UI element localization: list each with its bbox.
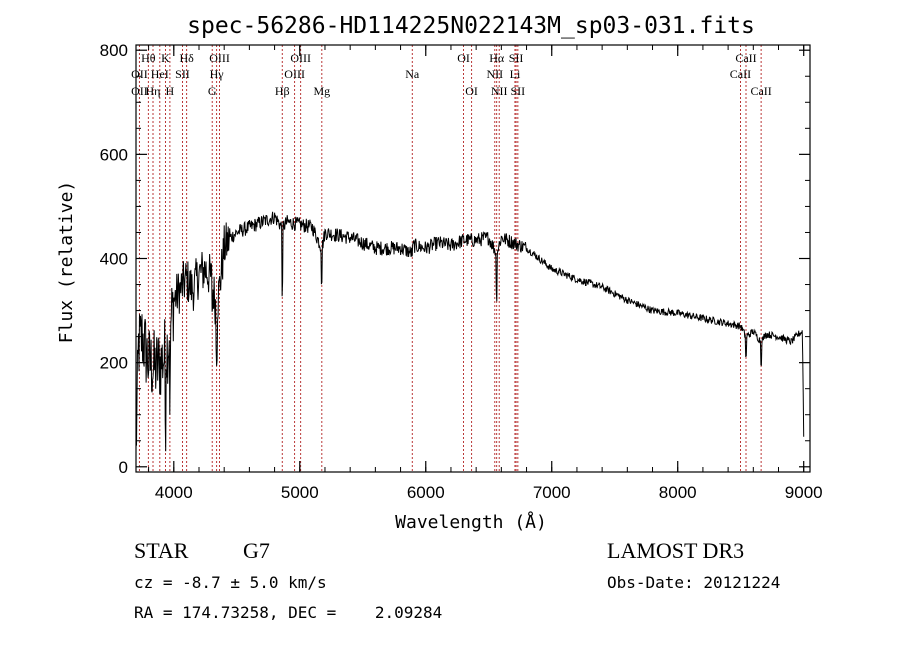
y-tick-label: 800 [100,41,128,60]
line-marker-label: OIII [290,51,311,65]
line-marker-label: SII [175,67,190,81]
line-marker-label: OII [131,67,148,81]
line-marker-label: CaII [750,84,771,98]
y-tick-label: 400 [100,250,128,269]
y-tick-label: 200 [100,354,128,373]
x-tick-label: 7000 [533,483,571,502]
line-marker-label: Hβ [275,84,290,98]
line-marker-label: OI [465,84,478,98]
line-marker-label: K [161,51,170,65]
line-marker-label: OIII [284,67,305,81]
y-axis-label: Flux (relative) [56,181,77,344]
y-tick-label: 600 [100,145,128,164]
line-marker-label: OIII [209,51,230,65]
line-marker-label: Hθ [141,51,156,65]
line-marker-label: Hη [146,84,161,98]
observation-date: Obs-Date: 20121224 [607,573,781,592]
line-marker-label: Hα [489,51,505,65]
coordinates-text: RA = 174.73258, DEC = 2.09284 [134,603,443,622]
line-marker-label: Hγ [210,67,225,81]
line-marker-label: CaII [730,67,751,81]
line-marker-label: OII [131,84,148,98]
x-axis-label: Wavelength (Å) [395,511,547,533]
line-marker-label: OI [457,51,470,65]
line-marker-label: H [166,84,175,98]
line-marker-label: HeI [151,67,169,81]
chart-title: spec-56286-HD114225N022143M_sp03-031.fit… [187,13,755,39]
object-class: STAR [134,538,189,563]
plot-frame [135,44,811,473]
x-tick-label: 4000 [155,483,193,502]
line-marker-label: SII [511,84,526,98]
y-tick-label: 0 [119,458,128,477]
survey-name: LAMOST DR3 [607,538,745,563]
line-marker-label: NII [491,84,508,98]
axis-ticks: 4000 5000 6000 7000 8000 9000 0 200 400 600 800 [100,41,823,502]
redshift-text: cz = -8.7 ± 5.0 km/s [134,573,327,592]
line-marker-label: Li [510,67,521,81]
line-marker-label: Hδ [179,51,194,65]
x-tick-label: 8000 [659,483,697,502]
line-marker-label: SII [509,51,524,65]
object-subclass: G7 [243,538,270,563]
line-marker-label: Mg [313,84,330,98]
x-tick-label: 9000 [785,483,823,502]
emission-line-markers [138,45,762,472]
line-marker-label: G [208,84,217,98]
x-tick-label: 6000 [407,483,445,502]
line-marker-label: CaII [735,51,756,65]
spectrum-line [135,211,805,452]
spectrum-layer [135,211,805,452]
x-tick-label: 5000 [281,483,319,502]
line-marker-label: NII [486,67,503,81]
line-marker-label: Na [405,67,420,81]
